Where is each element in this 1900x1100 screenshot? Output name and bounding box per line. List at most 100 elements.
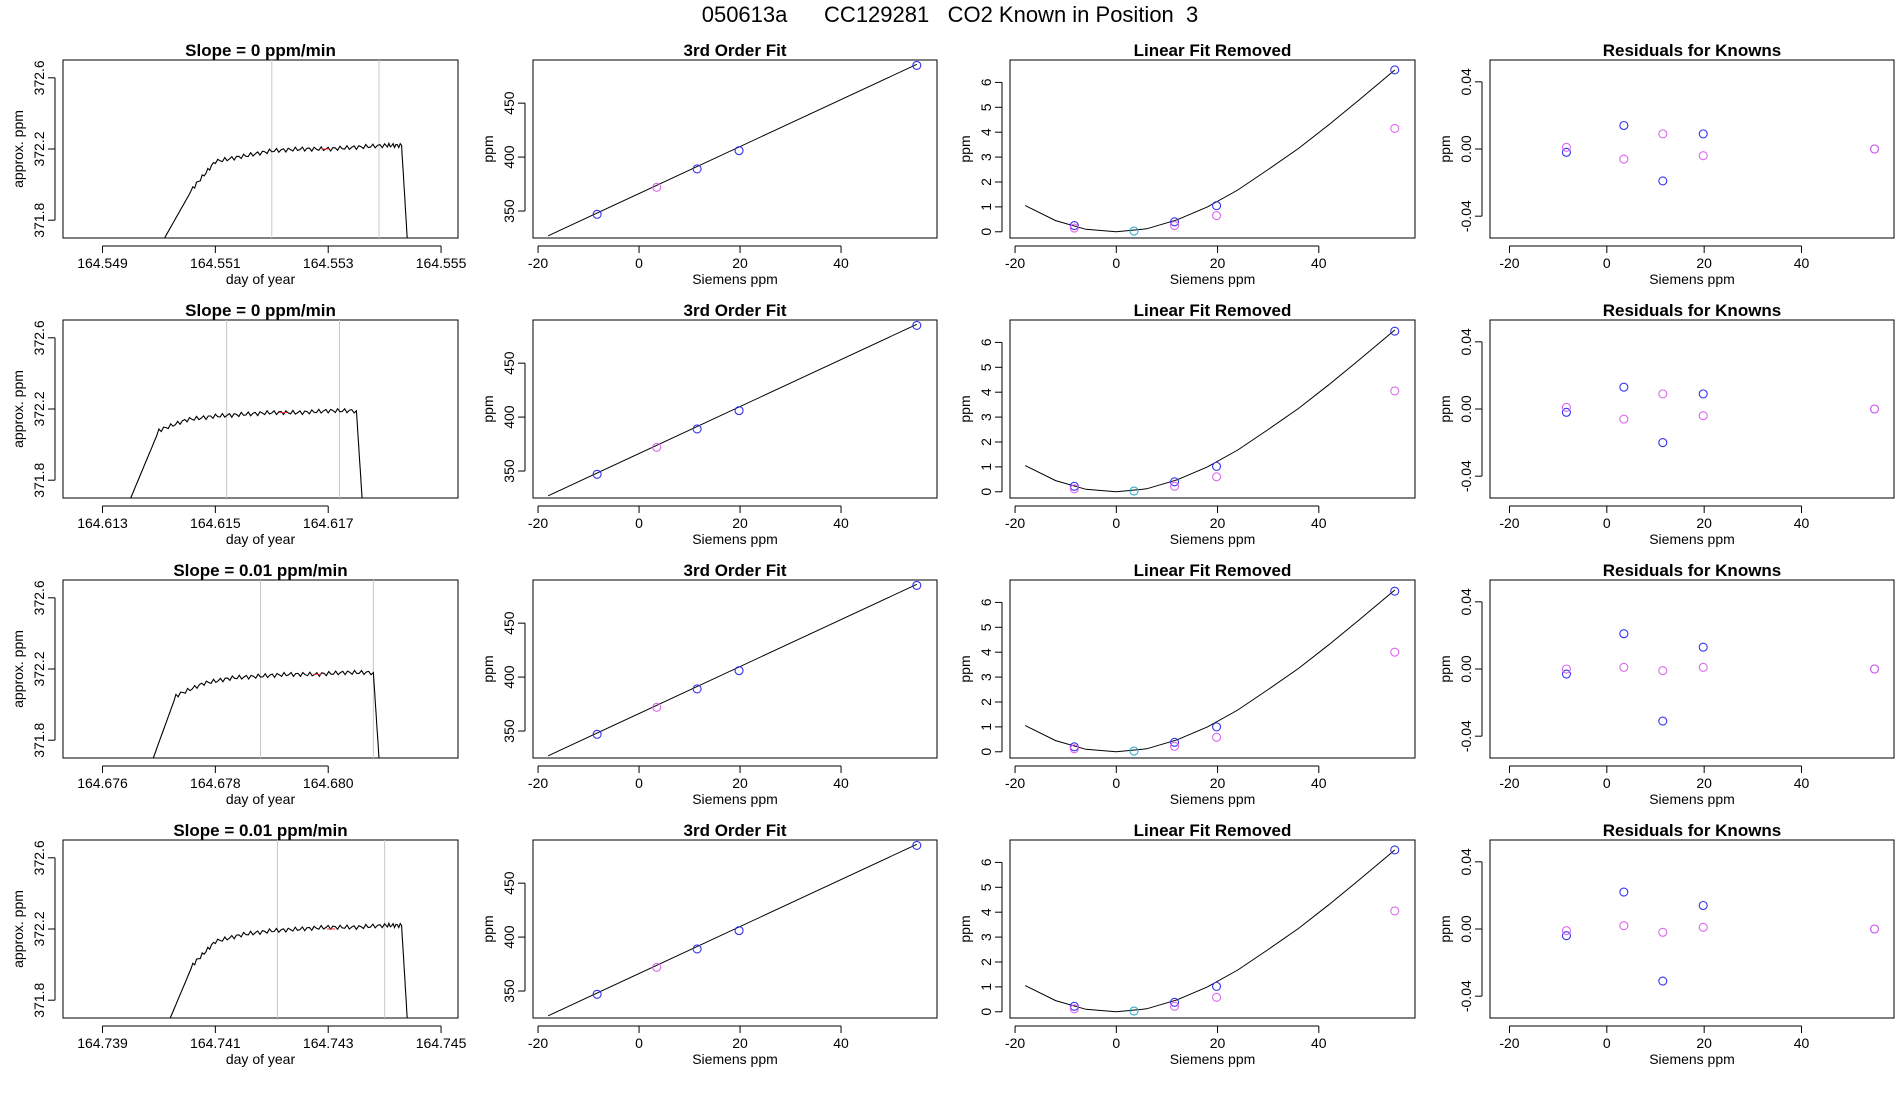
data-point	[1658, 927, 1668, 937]
plot-data	[547, 840, 922, 1017]
y-tick-label: 1	[978, 203, 994, 211]
data-point	[692, 424, 702, 434]
data-point	[1169, 481, 1180, 491]
y-tick-label: 2	[978, 178, 994, 186]
y-axis-label: ppm	[1437, 915, 1453, 942]
y-tick-label: 372.2	[31, 911, 47, 946]
y-tick-label: 371.8	[31, 982, 47, 1017]
x-axis-label: Siemens ppm	[1649, 1051, 1735, 1067]
panel-r1-c3: Linear Fit Removed -20 0 20 40 Siemens ppm 0 1 2…	[957, 41, 1416, 287]
panel-r1-c2: 3rd Order Fit -20 0 20 40 Siemens ppm 350 400 45…	[480, 41, 938, 287]
y-tick-label: 350	[501, 459, 517, 483]
data-point	[912, 580, 922, 590]
data-point	[1390, 65, 1400, 75]
y-axis-label: ppm	[480, 915, 496, 942]
y-axis-label: ppm	[480, 655, 496, 682]
y-tick-label: 3	[978, 413, 994, 421]
x-tick-label: 40	[1794, 1035, 1810, 1051]
data-point	[1212, 211, 1222, 221]
panel-title: 3rd Order Fit	[684, 561, 787, 580]
y-tick-label: 1	[978, 723, 994, 731]
data-point	[1561, 147, 1571, 157]
x-tick-label: -20	[1005, 515, 1025, 531]
panel-title: Slope = 0.01 ppm/min	[173, 821, 347, 840]
y-tick-label: 372.6	[31, 840, 47, 875]
y-tick-label: 0.04	[1458, 328, 1474, 355]
data-point	[1619, 921, 1629, 931]
data-point	[1169, 737, 1180, 747]
plot-frame	[1489, 579, 1895, 759]
data-point	[734, 406, 744, 416]
data-point	[1169, 221, 1180, 231]
y-axis-label: ppm	[957, 395, 973, 422]
panel-title: Slope = 0 ppm/min	[185, 301, 336, 320]
panel-r1-c4: Residuals for Knowns -20 0 20 40 Siemens ppm -…	[1437, 41, 1895, 287]
data-point	[1212, 981, 1222, 991]
plot-frame	[1489, 59, 1895, 239]
panel-r2-c3: Linear Fit Removed -20 0 20 40 Siemens ppm 0 1 2…	[957, 301, 1416, 547]
y-tick-label: 2	[978, 438, 994, 446]
x-tick-label: 164.555	[416, 255, 467, 271]
plot-frame	[532, 59, 938, 239]
data-point	[1069, 1004, 1079, 1014]
y-tick-label: 2	[978, 698, 994, 706]
data-point	[1658, 976, 1668, 986]
plot-frame	[532, 839, 938, 1019]
data-point	[1619, 382, 1629, 392]
fit-curve	[1024, 69, 1396, 233]
data-point	[1069, 1001, 1079, 1011]
x-tick-label: 0	[1112, 1035, 1120, 1051]
data-point	[1390, 845, 1400, 855]
x-tick-label: -20	[1005, 1035, 1025, 1051]
x-axis-label: Siemens ppm	[1170, 791, 1256, 807]
data-point	[1212, 992, 1222, 1002]
x-tick-label: 40	[833, 775, 849, 791]
y-tick-label: 6	[978, 598, 994, 606]
panel-title: Slope = 0 ppm/min	[185, 41, 336, 60]
data-point	[1698, 662, 1708, 672]
data-point	[1619, 887, 1629, 897]
data-point	[1658, 129, 1668, 139]
x-tick-label: 40	[833, 255, 849, 271]
plot-data	[547, 60, 922, 237]
x-tick-label: 20	[1210, 1035, 1226, 1051]
x-tick-label: 40	[833, 1035, 849, 1051]
y-tick-label: 6	[978, 338, 994, 346]
data-point	[1698, 129, 1708, 139]
panel-r4-c1: Slope = 0.01 ppm/min 164.739 164.741 164.74…	[10, 821, 467, 1067]
data-point	[1658, 666, 1668, 676]
y-tick-label: 0.00	[1458, 655, 1474, 682]
y-tick-label: 400	[501, 405, 517, 429]
x-axis-label: Siemens ppm	[1649, 791, 1735, 807]
plot-data	[169, 840, 408, 1018]
fit-curve	[1024, 589, 1396, 753]
y-tick-label: 350	[501, 719, 517, 743]
panel-r3-c2: 3rd Order Fit -20 0 20 40 Siemens ppm 350 400 45…	[480, 561, 938, 807]
x-axis-label: Siemens ppm	[692, 531, 778, 547]
plot-data	[130, 320, 363, 498]
x-tick-label: -20	[1005, 255, 1025, 271]
y-tick-label: 372.6	[31, 60, 47, 95]
data-point	[1169, 741, 1180, 751]
data-point	[1069, 744, 1079, 754]
y-tick-label: 5	[978, 623, 994, 631]
x-tick-label: 164.551	[190, 255, 241, 271]
data-point	[1619, 154, 1629, 164]
x-tick-label: 20	[1210, 255, 1226, 271]
panel-title: 3rd Order Fit	[684, 41, 787, 60]
data-point	[652, 702, 662, 712]
x-tick-label: 0	[1112, 255, 1120, 271]
x-tick-label: 40	[1794, 515, 1810, 531]
y-tick-label: 0.04	[1458, 848, 1474, 875]
panel-title: 3rd Order Fit	[684, 821, 787, 840]
x-tick-label: 20	[1210, 515, 1226, 531]
x-axis-label: Siemens ppm	[1170, 531, 1256, 547]
x-tick-label: -20	[1005, 775, 1025, 791]
panel-title: Residuals for Knowns	[1603, 821, 1782, 840]
y-tick-label: 400	[501, 925, 517, 949]
y-axis-label: ppm	[480, 395, 496, 422]
x-tick-label: -20	[528, 255, 548, 271]
data-point	[1390, 906, 1400, 916]
y-tick-label: 372.2	[31, 391, 47, 426]
panel-r3-c4: Residuals for Knowns -20 0 20 40 Siemens ppm -…	[1437, 561, 1895, 807]
